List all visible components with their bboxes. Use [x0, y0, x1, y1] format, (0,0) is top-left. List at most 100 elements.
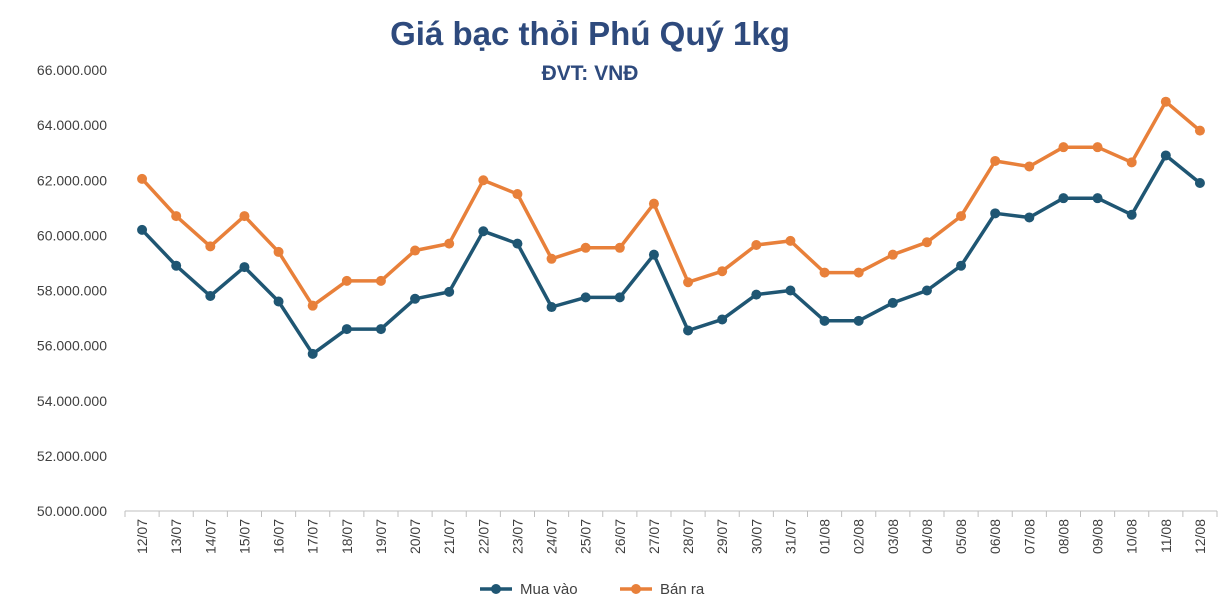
data-point: [137, 224, 148, 235]
x-axis: 12/07 13/07 14/07 15/07 16/07 17/07 18/07 19/07…: [124, 510, 1218, 554]
y-tick-label: 54.000.000: [37, 393, 107, 409]
data-point: [171, 260, 182, 271]
data-point: [853, 267, 864, 278]
y-tick-label: 52.000.000: [37, 448, 107, 464]
data-point: [819, 267, 830, 278]
y-axis: 50.000.000 52.000.000 54.000.000 56.000.000…: [37, 62, 107, 519]
data-point: [717, 314, 728, 325]
data-point: [1160, 96, 1171, 107]
data-point: [751, 240, 762, 251]
series-line-ban-ra: [140, 99, 1202, 308]
data-point: [1058, 142, 1069, 153]
x-tick-label: 18/07: [339, 519, 355, 554]
data-point: [546, 253, 557, 264]
data-point: [1160, 150, 1171, 161]
x-tick-label: 11/08: [1158, 519, 1174, 553]
data-point: [580, 242, 591, 253]
data-point: [341, 324, 352, 335]
data-point: [512, 238, 523, 249]
chart-title: Giá bạc thỏi Phú Quý 1kg: [390, 15, 790, 52]
data-point: [546, 302, 557, 313]
data-point: [410, 293, 421, 304]
x-tick-label: 08/08: [1055, 519, 1071, 554]
data-point: [375, 324, 386, 335]
x-tick-label: 19/07: [373, 519, 389, 554]
x-tick-label: 31/07: [782, 519, 798, 554]
y-tick-label: 60.000.000: [37, 227, 107, 243]
data-point: [341, 275, 352, 286]
data-point: [239, 211, 250, 222]
data-point: [819, 315, 830, 326]
data-point: [648, 198, 659, 209]
data-point: [410, 245, 421, 256]
data-point: [1024, 212, 1035, 223]
data-point: [751, 289, 762, 300]
data-point: [273, 246, 284, 257]
chart-subtitle: ĐVT: VNĐ: [542, 62, 639, 85]
series-layer: [137, 96, 1205, 359]
series-line-mua-vao: [140, 153, 1202, 356]
x-tick-label: 13/07: [168, 519, 184, 554]
legend: Mua vào Bán ra: [480, 581, 705, 598]
y-tick-label: 50.000.000: [37, 503, 107, 519]
x-tick-label: 02/08: [851, 519, 867, 554]
x-tick-label: 27/07: [646, 519, 662, 554]
data-point: [239, 262, 250, 273]
x-tick-label: 09/08: [1090, 519, 1106, 554]
x-tick-label: 16/07: [271, 519, 287, 554]
x-tick-label: 20/07: [407, 519, 423, 554]
x-tick-label: 12/07: [134, 519, 150, 554]
x-tick-label: 05/08: [953, 519, 969, 554]
x-tick-label: 17/07: [305, 519, 321, 554]
data-point: [1194, 125, 1205, 136]
data-point: [580, 292, 591, 303]
x-tick-label: 29/07: [714, 519, 730, 554]
data-point: [614, 292, 625, 303]
data-point: [717, 266, 728, 277]
data-point: [1092, 193, 1103, 204]
data-point: [614, 242, 625, 253]
x-tick-label: 07/08: [1021, 519, 1037, 554]
data-point: [1194, 178, 1205, 189]
data-point: [375, 275, 386, 286]
legend-item-ban-ra: Bán ra: [620, 581, 705, 598]
data-point: [956, 260, 967, 271]
legend-marker: [491, 584, 501, 594]
data-point: [921, 285, 932, 296]
x-tick-label: 21/07: [441, 519, 457, 554]
data-point: [1058, 193, 1069, 204]
data-point: [205, 291, 216, 302]
y-tick-label: 66.000.000: [37, 62, 107, 78]
x-tick-label: 26/07: [612, 519, 628, 554]
x-tick-label: 28/07: [680, 519, 696, 554]
data-point: [887, 297, 898, 308]
legend-label: Bán ra: [660, 581, 705, 598]
data-point: [853, 315, 864, 326]
data-point: [307, 300, 318, 311]
data-point: [1092, 142, 1103, 153]
data-point: [1126, 157, 1137, 168]
data-point: [205, 241, 216, 252]
x-tick-label: 03/08: [885, 519, 901, 554]
y-tick-label: 62.000.000: [37, 172, 107, 188]
x-tick-label: 06/08: [987, 519, 1003, 554]
x-tick-label: 10/08: [1124, 519, 1140, 554]
x-tick-label: 30/07: [748, 519, 764, 554]
data-point: [478, 226, 489, 237]
data-point: [444, 238, 455, 249]
data-point: [990, 208, 1001, 219]
data-point: [512, 189, 523, 200]
data-point: [887, 249, 898, 260]
data-point: [683, 277, 694, 288]
y-tick-label: 56.000.000: [37, 338, 107, 354]
data-point: [1126, 209, 1137, 220]
data-point: [444, 286, 455, 297]
data-point: [683, 325, 694, 336]
data-point: [956, 211, 967, 222]
x-tick-label: 15/07: [236, 519, 252, 554]
data-point: [785, 285, 796, 296]
x-tick-label: 14/07: [202, 519, 218, 554]
legend-label: Mua vào: [520, 581, 578, 598]
